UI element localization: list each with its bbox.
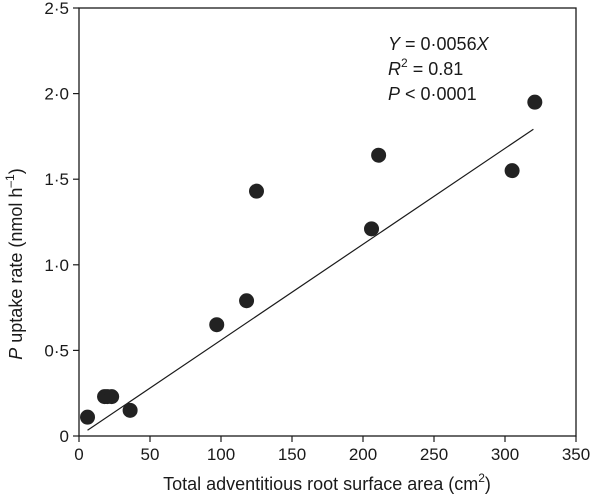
- x-tick-label: 200: [349, 445, 377, 464]
- x-tick-label: 150: [278, 445, 306, 464]
- data-point: [104, 389, 120, 405]
- y-tick-label: 0·5: [44, 341, 69, 360]
- data-point: [122, 402, 138, 418]
- y-tick-label: 2·0: [44, 85, 69, 104]
- x-tick-label: 50: [141, 445, 160, 464]
- data-point: [504, 163, 520, 179]
- x-tick-label: 350: [562, 445, 590, 464]
- x-tick-label: 250: [420, 445, 448, 464]
- x-tick-label: 300: [491, 445, 519, 464]
- y-axis-label: P uptake rate (nmol h–1): [3, 168, 26, 359]
- data-point: [364, 221, 380, 237]
- data-point: [209, 317, 225, 333]
- y-tick-label: 1·5: [44, 170, 69, 189]
- y-tick-label: 1·0: [44, 256, 69, 275]
- annotation-p-value: P < 0·0001: [388, 84, 477, 104]
- plot-frame: [78, 7, 577, 437]
- x-tick-label: 100: [207, 445, 235, 464]
- y-tick-label: 0: [60, 427, 69, 446]
- annotation-equation: Y = 0·0056X: [388, 34, 490, 54]
- x-tick-label: 0: [74, 445, 83, 464]
- data-point: [249, 183, 264, 199]
- data-point: [527, 94, 543, 110]
- annotation-r-squared: R2 = 0.81: [388, 56, 463, 79]
- regression-line: [87, 128, 534, 431]
- y-tick-label: 2·5: [44, 0, 69, 18]
- x-axis-label: Total adventitious root surface area (cm…: [163, 471, 491, 494]
- data-point: [80, 409, 96, 425]
- data-point: [239, 293, 255, 309]
- data-point: [371, 147, 387, 163]
